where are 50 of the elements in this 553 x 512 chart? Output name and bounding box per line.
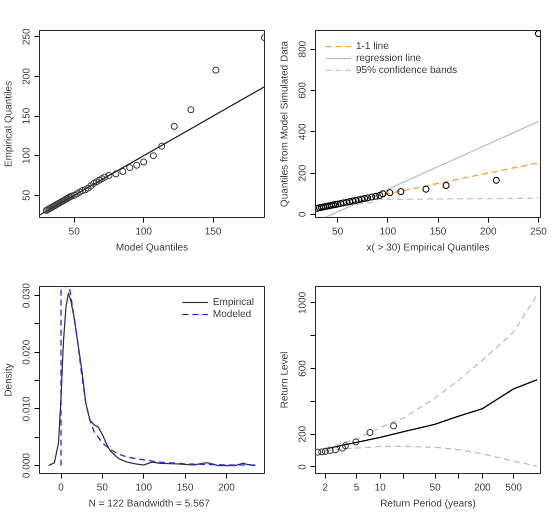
- y-tick-label: 600: [298, 82, 308, 99]
- x-tick-label: 5: [354, 482, 360, 494]
- y-tick-label: 0.030: [22, 282, 32, 308]
- x-axis-title: Model Quantiles: [116, 242, 188, 254]
- legend-label: Modeled: [212, 308, 252, 320]
- y-axis-title: Quantiles from Model Simulated Data: [280, 40, 290, 208]
- x-tick-label: 200: [480, 226, 498, 238]
- x-tick-label: 50: [96, 482, 108, 494]
- y-axis-title: Density: [4, 363, 14, 397]
- y-tick-label: 50: [22, 189, 32, 201]
- y-axis-title: Empirical Quantiles: [4, 80, 14, 168]
- y-tick-label: 150: [22, 107, 32, 124]
- y-tick-label: 400: [298, 122, 308, 140]
- x-tick-label: 50: [332, 226, 344, 238]
- x-tick-label: 100: [379, 226, 397, 238]
- y-tick-label: 0.000: [22, 452, 32, 478]
- y-tick-label: 200: [298, 425, 308, 442]
- x-tick-label: 2: [322, 482, 329, 494]
- legend-label: regression line: [356, 52, 422, 64]
- x-tick-label: 100: [135, 226, 152, 238]
- legend-label: 95% confidence bands: [356, 64, 458, 76]
- y-tick-label: 1000: [298, 291, 308, 314]
- y-tick-label: 200: [22, 68, 32, 85]
- x-tick-label: 0: [58, 482, 64, 494]
- x-tick-label: 150: [430, 226, 447, 238]
- x-tick-label: 200: [218, 482, 236, 494]
- x-tick-label: 200: [474, 482, 492, 494]
- x-tick-label: 50: [430, 482, 442, 494]
- y-axis-title: Return Level: [280, 352, 290, 408]
- x-tick-label: 150: [204, 226, 222, 238]
- legend-label: 1-1 line: [356, 40, 389, 52]
- x-tick-label: 50: [68, 226, 80, 238]
- y-tick-label: 0: [298, 211, 308, 218]
- y-tick-label: 0.010: [22, 396, 32, 422]
- y-tick-label: 0: [298, 464, 308, 470]
- y-tick-label: 600: [298, 360, 308, 377]
- x-tick-label: 10: [374, 482, 386, 494]
- x-tick-label: 500: [505, 482, 522, 494]
- x-tick-label: 250: [530, 226, 548, 238]
- y-tick-label: 100: [22, 146, 32, 164]
- x-tick-label: 150: [176, 482, 194, 494]
- legend-label: Empirical: [212, 296, 254, 308]
- x-tick-label: 100: [135, 482, 153, 494]
- y-tick-label: 800: [298, 40, 308, 58]
- x-axis-title: N = 122 Bandwidth = 5.567: [88, 498, 210, 510]
- x-axis-title: Return Period (years): [380, 498, 476, 510]
- y-tick-label: 200: [298, 164, 308, 182]
- y-tick-label: 0.020: [22, 339, 32, 365]
- y-tick-label: 250: [22, 28, 32, 46]
- x-axis-title: x( > 30) Empirical Quantiles: [366, 242, 490, 254]
